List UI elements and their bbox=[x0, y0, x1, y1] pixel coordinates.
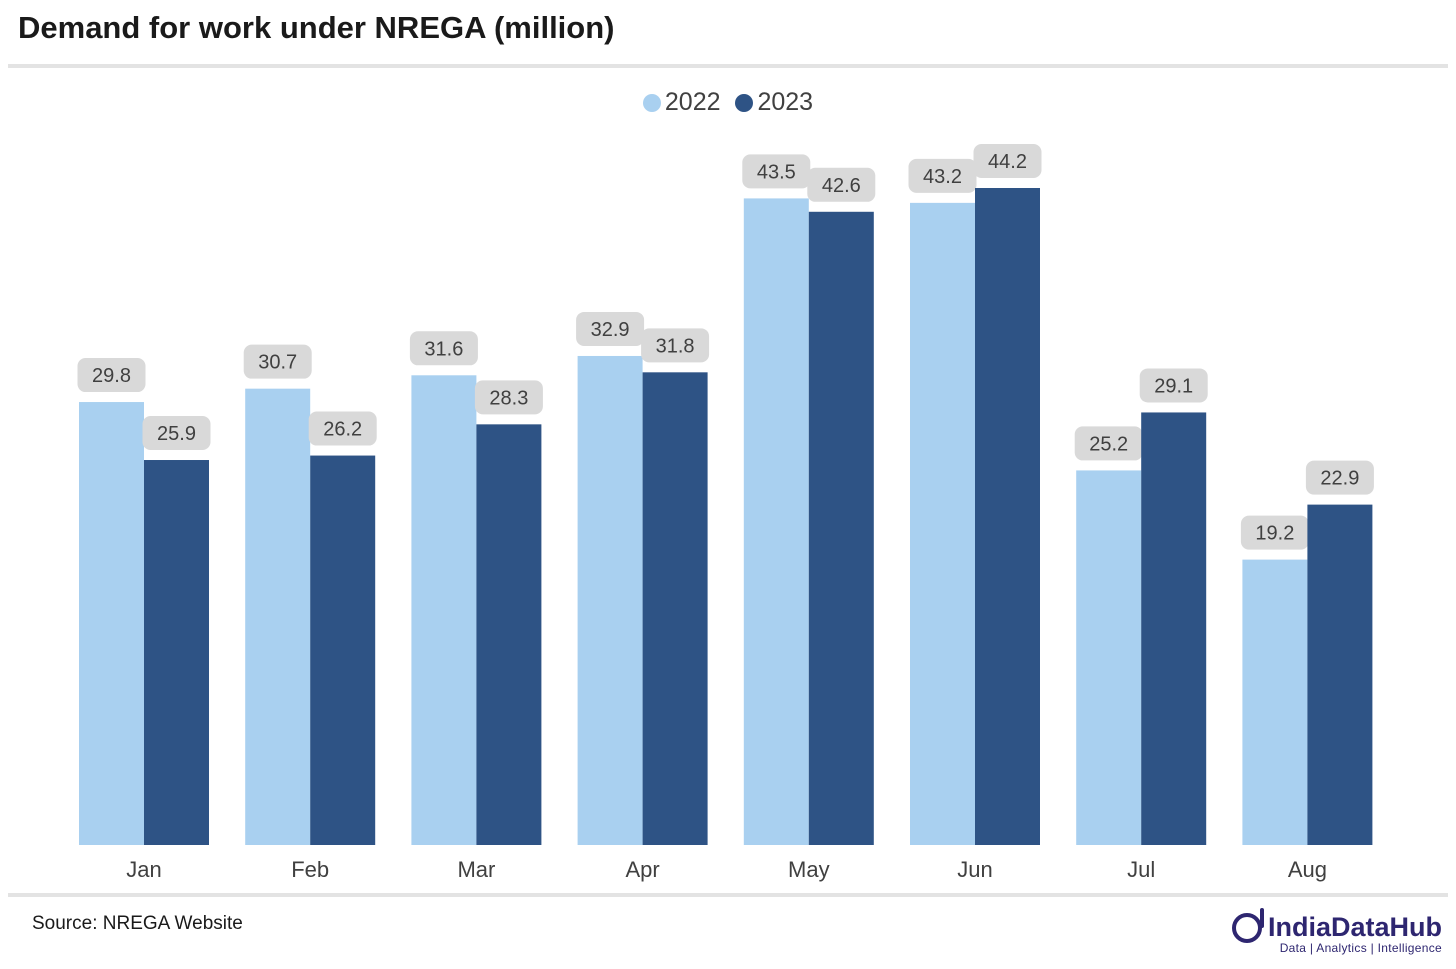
data-label-bg-2022-jun bbox=[908, 158, 977, 193]
data-label-bg-2023-aug bbox=[1305, 460, 1374, 495]
bar-2023-feb bbox=[310, 455, 376, 845]
data-label-bg-2022-may bbox=[742, 154, 811, 189]
data-label-2022-jul: 25.2 bbox=[1089, 433, 1128, 455]
data-label-2023-jan: 25.9 bbox=[157, 423, 196, 445]
x-tick-label-apr: Apr bbox=[625, 857, 659, 882]
legend-label-2023: 2023 bbox=[757, 88, 814, 116]
data-label-bg-2022-apr bbox=[576, 311, 645, 346]
data-label-2022-aug: 19.2 bbox=[1255, 523, 1294, 545]
data-label-2023-may: 42.6 bbox=[822, 175, 861, 197]
x-tick-label-feb: Feb bbox=[291, 857, 329, 882]
x-tick-label-jun: Jun bbox=[957, 857, 992, 882]
data-label-bg-2022-mar bbox=[409, 331, 478, 366]
data-label-2023-feb: 26.2 bbox=[323, 419, 362, 441]
x-tick-label-mar: Mar bbox=[457, 857, 495, 882]
data-label-bg-2023-may bbox=[807, 167, 876, 202]
data-label-2023-jun: 44.2 bbox=[988, 151, 1027, 173]
bar-2023-jul bbox=[1141, 412, 1207, 845]
data-label-bg-2023-feb bbox=[308, 411, 377, 446]
data-label-bg-2022-feb bbox=[243, 344, 312, 379]
data-label-bg-2023-jan bbox=[142, 416, 211, 451]
bar-2022-may bbox=[743, 198, 809, 846]
x-tick-label-aug: Aug bbox=[1288, 857, 1327, 882]
legend-item-2023: 2023 bbox=[735, 88, 813, 117]
bar-2023-jun bbox=[975, 188, 1040, 845]
bar-2023-apr bbox=[642, 372, 708, 845]
data-label-2022-mar: 31.6 bbox=[424, 338, 463, 360]
bar-2023-aug bbox=[1307, 504, 1373, 845]
legend-label-2022: 2022 bbox=[664, 88, 721, 116]
data-label-bg-2023-mar bbox=[474, 380, 543, 415]
bar-2023-mar bbox=[476, 424, 542, 845]
brand-name: IndiaDataHub bbox=[1267, 912, 1442, 942]
x-tick-label-jul: Jul bbox=[1127, 857, 1155, 882]
top-divider bbox=[8, 64, 1448, 68]
bar-2022-aug bbox=[1242, 559, 1308, 845]
brand-logo: IndiaDataHub Data | Analytics | Intellig… bbox=[1231, 907, 1442, 955]
bar-2022-jul bbox=[1076, 470, 1142, 845]
data-label-2022-may: 43.5 bbox=[757, 161, 796, 183]
brand-logo-icon bbox=[1231, 907, 1264, 943]
data-label-bg-2022-jul bbox=[1074, 426, 1143, 461]
data-label-bg-2023-apr bbox=[641, 328, 710, 363]
bar-2022-jan bbox=[79, 402, 144, 845]
brand-tagline: Data | Analytics | Intelligence bbox=[1279, 941, 1442, 955]
data-label-2022-apr: 32.9 bbox=[591, 319, 630, 341]
source-note: Source: NREGA Website bbox=[32, 913, 243, 934]
data-label-2022-jun: 43.2 bbox=[923, 166, 962, 188]
bar-2022-feb bbox=[245, 388, 311, 845]
bar-chart: 29.8 25.9 Jan 30.7 26.2 Feb 31.6 28.3 Mar 32.9 31.… bbox=[77, 144, 1374, 882]
data-label-2022-jan: 29.8 bbox=[92, 365, 131, 387]
legend: 2022 2023 bbox=[0, 88, 1456, 119]
bottom-divider bbox=[8, 893, 1448, 897]
legend-swatch-2022 bbox=[642, 93, 661, 112]
data-label-2023-aug: 22.9 bbox=[1320, 468, 1359, 490]
data-label-2023-mar: 28.3 bbox=[489, 387, 528, 409]
x-tick-label-jan: Jan bbox=[126, 857, 161, 882]
data-label-2022-feb: 30.7 bbox=[258, 352, 297, 374]
data-label-bg-2023-jul bbox=[1139, 368, 1208, 403]
bar-2023-may bbox=[808, 211, 874, 845]
legend-item-2022: 2022 bbox=[642, 88, 721, 117]
data-label-bg-2022-jan bbox=[77, 358, 146, 393]
bar-2022-mar bbox=[411, 375, 477, 845]
data-label-2023-jul: 29.1 bbox=[1154, 375, 1193, 397]
data-label-2023-apr: 31.8 bbox=[656, 335, 695, 357]
x-tick-label-may: May bbox=[788, 857, 830, 882]
legend-swatch-2023 bbox=[735, 93, 754, 112]
data-label-bg-2023-jun bbox=[973, 144, 1042, 178]
bar-2022-jun bbox=[910, 202, 975, 845]
bar-2022-apr bbox=[577, 355, 643, 845]
bar-2023-jan bbox=[144, 460, 209, 845]
data-label-bg-2022-aug bbox=[1240, 515, 1309, 550]
chart-title: Demand for work under NREGA (million) bbox=[18, 10, 615, 45]
